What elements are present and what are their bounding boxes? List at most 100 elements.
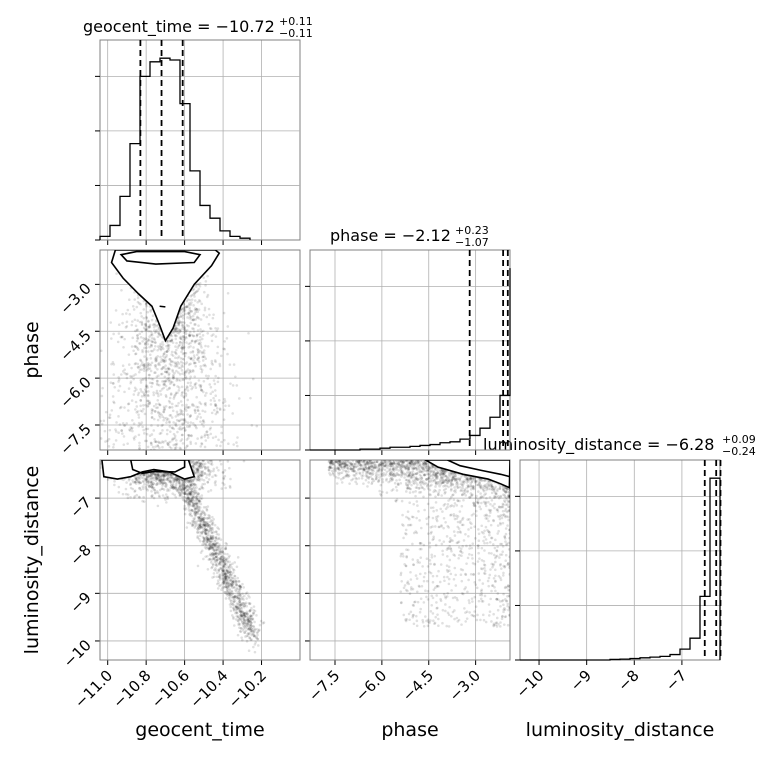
scatter-point	[155, 477, 158, 481]
scatter-point	[240, 614, 244, 618]
scatter-point	[202, 523, 205, 527]
scatter-point	[169, 484, 173, 487]
scatter-point	[183, 338, 187, 341]
scatter-point	[157, 473, 161, 477]
scatter-point	[165, 473, 169, 476]
scatter-point	[211, 390, 214, 394]
scatter-point	[227, 597, 231, 600]
scatter-point	[195, 308, 198, 311]
scatter-point	[191, 487, 195, 490]
scatter-point	[135, 345, 138, 349]
scatter-point	[195, 308, 199, 311]
scatter-point	[174, 327, 178, 330]
scatter-point	[183, 490, 187, 494]
scatter-point	[208, 383, 212, 386]
scatter-point	[179, 492, 183, 495]
scatter-point	[189, 494, 193, 497]
scatter-point	[195, 290, 198, 293]
scatter-point	[142, 487, 145, 491]
scatter-point	[153, 331, 157, 334]
scatter-point	[235, 441, 238, 444]
scatter-point	[158, 363, 161, 367]
scatter-point	[199, 526, 203, 529]
scatter-point	[150, 485, 154, 489]
scatter-point	[200, 368, 204, 372]
scatter-point	[178, 328, 182, 332]
scatter-point	[225, 574, 228, 578]
scatter-point	[214, 542, 218, 546]
scatter-point	[247, 331, 250, 335]
scatter-point	[155, 375, 159, 379]
scatter-point	[181, 482, 184, 486]
scatter-point	[229, 477, 232, 481]
scatter-point	[232, 599, 235, 602]
scatter-point	[157, 474, 160, 477]
scatter-point	[154, 356, 158, 359]
scatter-point	[149, 343, 153, 347]
scatter-point	[158, 432, 162, 436]
scatter-point	[137, 424, 140, 428]
scatter-point	[196, 526, 200, 529]
scatter-point	[134, 482, 138, 485]
scatter-point	[223, 562, 227, 566]
scatter-point	[107, 437, 111, 441]
scatter-point	[155, 477, 158, 480]
scatter-point	[218, 557, 222, 560]
scatter-point	[201, 509, 204, 513]
scatter-point	[164, 485, 168, 488]
scatter-point	[212, 549, 216, 552]
scatter-point	[228, 596, 232, 599]
scatter-point	[198, 516, 201, 520]
scatter-point	[113, 483, 116, 487]
scatter-point	[192, 504, 196, 508]
scatter-point	[243, 622, 247, 625]
scatter-point	[217, 545, 221, 548]
scatter-point	[148, 323, 152, 327]
scatter-point	[228, 486, 232, 489]
scatter-point	[248, 619, 252, 623]
scatter-point	[159, 475, 163, 479]
scatter-point	[175, 329, 178, 333]
scatter-point	[201, 535, 205, 539]
scatter-point	[200, 465, 204, 468]
scatter-point	[124, 492, 128, 496]
scatter-point	[137, 433, 141, 437]
scatter-point	[192, 369, 195, 373]
scatter-point	[183, 508, 187, 512]
scatter-point	[203, 511, 206, 515]
scatter-point	[227, 579, 230, 582]
scatter-point	[218, 561, 221, 565]
scatter-point	[198, 332, 201, 336]
scatter-point	[253, 634, 256, 638]
scatter-point	[183, 492, 187, 496]
scatter-point	[110, 337, 113, 340]
scatter-point	[197, 492, 200, 496]
scatter-point	[178, 485, 182, 489]
scatter-point	[200, 388, 203, 392]
scatter-point	[179, 360, 183, 364]
scatter-point	[203, 523, 207, 527]
scatter-point	[192, 404, 196, 407]
scatter-point	[198, 338, 202, 342]
scatter-point	[215, 552, 218, 555]
scatter-point	[172, 443, 176, 447]
scatter-point	[256, 637, 260, 641]
scatter-point	[190, 487, 193, 491]
scatter-point	[165, 245, 168, 248]
scatter-point	[100, 462, 102, 466]
scatter-point	[214, 548, 218, 551]
scatter-point	[194, 522, 198, 526]
scatter-point	[207, 539, 210, 542]
scatter-point	[206, 517, 209, 520]
scatter-point	[137, 476, 140, 480]
scatter-point	[183, 345, 186, 349]
scatter-point	[211, 554, 214, 558]
scatter-point	[187, 363, 191, 366]
scatter-point	[187, 342, 191, 346]
scatter-point	[212, 563, 215, 567]
scatter-point	[214, 542, 218, 546]
scatter-point	[162, 358, 165, 362]
scatter-point	[185, 498, 189, 501]
scatter-point	[220, 559, 224, 562]
scatter-point	[121, 421, 125, 425]
